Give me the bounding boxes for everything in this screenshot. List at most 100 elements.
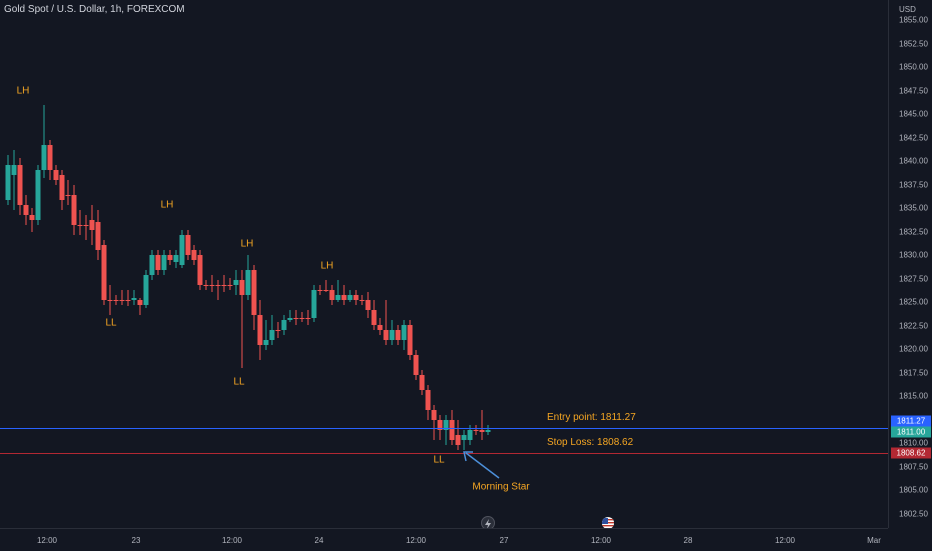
candle-body [479, 430, 485, 432]
candle-body [11, 165, 17, 175]
entry-line[interactable] [0, 428, 888, 429]
time-tick-label: 12:00 [405, 536, 427, 545]
candle-body [377, 325, 383, 330]
lh-label-3: LH [240, 238, 254, 250]
price-tick-label: 1830.00 [899, 250, 928, 260]
candle-body [329, 290, 335, 300]
candle-body [173, 255, 179, 262]
currency-label: USD [899, 5, 916, 14]
candle-body [179, 235, 185, 265]
candle-body [149, 255, 155, 275]
candle-body [155, 255, 161, 270]
stop-loss-price-tag: 1808.62 [891, 447, 931, 459]
candle-body [443, 420, 449, 430]
time-tick-label: 12:00 [590, 536, 612, 545]
time-tick-label: 23 [131, 536, 141, 545]
lightning-icon[interactable] [481, 516, 495, 528]
candle-body [413, 355, 419, 375]
price-tick-label: 1847.50 [899, 86, 928, 95]
price-tick-label: 1802.50 [899, 509, 928, 518]
time-tick-label: 28 [683, 536, 693, 545]
price-tick-label: 1810.00 [899, 438, 928, 448]
entry-price-tag: 1811.27 [891, 415, 931, 427]
time-tick-label: 12:00 [36, 536, 58, 545]
symbol-legend[interactable]: Gold Spot / U.S. Dollar, 1h, FOREXCOM [4, 4, 185, 15]
us-flag-icon[interactable] [602, 517, 614, 528]
candle-body [359, 300, 365, 301]
price-tick-label: 1855.00 [899, 15, 928, 25]
price-tick-label: 1850.00 [899, 62, 928, 72]
candle-body [71, 195, 77, 225]
candle-body [5, 165, 11, 200]
price-tick-label: 1827.50 [899, 274, 928, 283]
price-tick-label: 1832.50 [899, 227, 928, 236]
candle-body [437, 420, 443, 430]
candle-body [137, 300, 143, 305]
candle-body [131, 298, 137, 300]
time-tick-label: 12:00 [774, 536, 796, 545]
price-tick-label: 1825.00 [899, 297, 928, 307]
candle-body [107, 300, 113, 301]
candle-body [293, 318, 299, 319]
ll-label-1: LL [105, 317, 117, 329]
candle-body [65, 195, 71, 196]
ll-label-2: LL [233, 376, 245, 388]
candle-body [467, 430, 473, 440]
price-tick-label: 1815.00 [899, 391, 928, 401]
chart-area[interactable]: Gold Spot / U.S. Dollar, 1h, FOREXCOM En… [0, 0, 888, 528]
candle-body [143, 275, 149, 305]
candle-body [191, 250, 197, 260]
candle-body [341, 295, 347, 300]
candle-body [221, 285, 227, 286]
lh-label-4: LH [320, 260, 334, 272]
candle-body [269, 330, 275, 340]
price-tick-label: 1837.50 [899, 180, 928, 189]
candle-body [101, 245, 107, 300]
lh-label-1: LH [16, 85, 30, 97]
candle-body [185, 235, 191, 255]
candle-body [323, 290, 329, 291]
candle-body [299, 318, 305, 319]
candle-body [227, 285, 233, 286]
candle-body [317, 290, 323, 291]
candle-body [95, 222, 101, 250]
time-tick-label: 27 [499, 536, 509, 545]
price-tick-label: 1842.50 [899, 133, 928, 142]
candle-body [203, 285, 209, 286]
price-tick-label: 1817.50 [899, 368, 928, 377]
candle-body [461, 435, 467, 440]
candle-body [449, 420, 455, 440]
candle-body [395, 330, 401, 340]
candle-body [17, 165, 23, 205]
candle-body [371, 310, 377, 325]
time-tick-label: 12:00 [221, 536, 243, 545]
stop-loss-text: Stop Loss: 1808.62 [547, 437, 634, 448]
candle-body [455, 435, 461, 445]
candle-body [281, 320, 287, 330]
candle-body [83, 225, 89, 226]
candle-body [305, 318, 311, 319]
candle-body [47, 145, 53, 170]
stop-loss-line[interactable] [0, 453, 888, 454]
entry-point-text: Entry point: 1811.27 [547, 412, 636, 423]
candle-body [119, 300, 125, 301]
candle-body [23, 205, 29, 215]
candle-body [485, 430, 491, 432]
ll-label-3: LL [433, 454, 445, 466]
price-axis[interactable]: USD 1855.00 1852.50 1850.00 1847.50 1845.00 1… [888, 0, 932, 528]
candle-body [53, 170, 59, 180]
price-tick-label: 1807.50 [899, 462, 928, 471]
candle-body [311, 290, 317, 318]
candle-body [425, 390, 431, 410]
candle-body [401, 325, 407, 340]
candle-body [389, 330, 395, 340]
candle-body [365, 300, 371, 310]
candle-body [41, 145, 47, 170]
candle-body [233, 280, 239, 285]
candle-body [257, 315, 263, 345]
candle-body [335, 295, 341, 300]
candle-body [239, 280, 245, 295]
time-axis[interactable]: 12:00 23 12:00 24 12:00 27 12:00 28 12:00 Mar [0, 528, 888, 551]
candle-body [125, 300, 131, 301]
candle-body [197, 255, 203, 285]
